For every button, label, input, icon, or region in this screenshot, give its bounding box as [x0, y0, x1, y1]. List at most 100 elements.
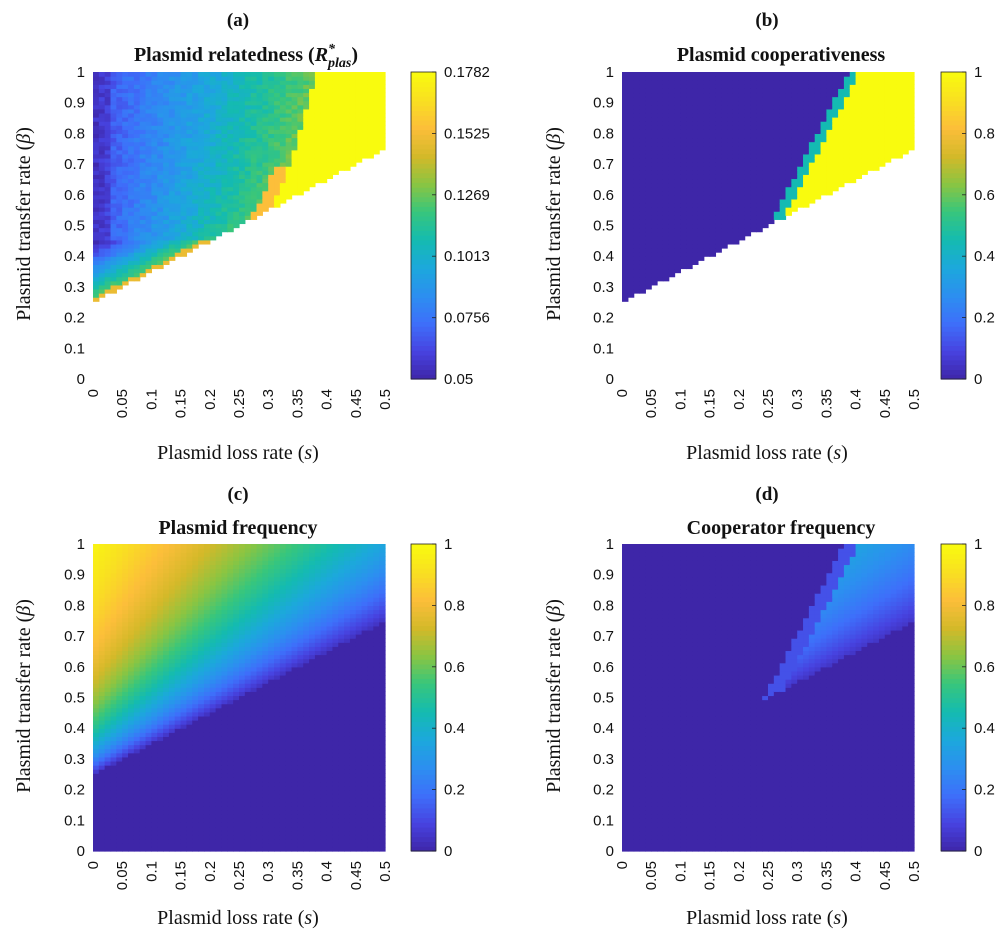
heatmap-cell [116, 810, 123, 815]
colorbar-segment [941, 95, 966, 102]
heatmap-cell [762, 166, 769, 171]
heatmap-cell [838, 88, 845, 94]
heatmap-cell [203, 182, 211, 188]
heatmap-cell [139, 186, 147, 192]
x-tick-label: 0 [85, 389, 102, 397]
heatmap-cell [803, 174, 810, 180]
heatmap-cell [239, 141, 246, 147]
heatmap-cell [908, 108, 915, 114]
heatmap-cell [727, 125, 734, 130]
heatmap-cell [110, 834, 117, 840]
heatmap-cell [686, 166, 693, 171]
heatmap-cell [163, 625, 170, 631]
heatmap-cell [139, 720, 147, 725]
heatmap-cell [727, 239, 734, 245]
heatmap-cell [168, 256, 176, 261]
heatmap-cell [309, 162, 316, 167]
heatmap-cell [227, 104, 234, 110]
heatmap-cell [843, 84, 851, 89]
heatmap-cell [151, 593, 158, 598]
heatmap-cell [116, 760, 123, 766]
heatmap-cell [832, 145, 839, 151]
heatmap-cell [651, 108, 658, 114]
heatmap-cell [116, 157, 123, 163]
heatmap-cell [896, 153, 903, 159]
heatmap-cell [332, 76, 339, 81]
heatmap-cell [744, 227, 752, 233]
heatmap-cell [93, 830, 100, 836]
heatmap-cell [163, 621, 170, 627]
heatmap-cell [692, 202, 699, 208]
heatmap-cell [692, 211, 699, 216]
heatmap-cell [133, 601, 141, 606]
heatmap-cell [727, 227, 734, 233]
heatmap-cell [680, 72, 687, 77]
heatmap-cell [221, 112, 228, 118]
heatmap-cell [174, 182, 182, 188]
heatmap-cell [297, 149, 304, 155]
heatmap-cell [303, 145, 310, 151]
heatmap-cell [873, 100, 880, 106]
heatmap-cell [797, 186, 804, 192]
heatmap-cell [192, 84, 199, 89]
heatmap-cell [151, 584, 158, 590]
heatmap-cell [814, 178, 822, 184]
heatmap-cell [320, 153, 328, 159]
heatmap-cell [174, 194, 182, 200]
heatmap-cell [139, 707, 147, 713]
heatmap-cell [139, 580, 147, 586]
heatmap-cell [762, 76, 769, 81]
heatmap-cell [128, 170, 135, 175]
colorbar-segment [411, 311, 436, 318]
heatmap-cell [145, 773, 152, 778]
heatmap-cell [209, 153, 217, 159]
heatmap-cell [355, 92, 363, 98]
heatmap-cell [198, 145, 205, 151]
colorbar-segment [941, 355, 966, 361]
heatmap-cell [797, 137, 804, 143]
heatmap-cell [291, 190, 298, 196]
heatmap-cell [762, 133, 769, 139]
heatmap-cell [738, 129, 746, 134]
heatmap-cell [122, 760, 129, 766]
heatmap-cell [93, 662, 100, 668]
heatmap-cell [244, 174, 252, 180]
heatmap-cell [332, 125, 339, 130]
heatmap-cell [133, 765, 141, 770]
heatmap-cell [227, 182, 234, 188]
heatmap-cell [750, 117, 757, 122]
heatmap-cell [151, 141, 158, 147]
heatmap-cell [820, 182, 827, 188]
heatmap-cell [93, 642, 100, 647]
heatmap-cell [303, 174, 310, 180]
heatmap-cell [627, 239, 635, 245]
heatmap-cell [651, 166, 658, 171]
heatmap-cell [157, 765, 164, 770]
heatmap-cell [268, 186, 275, 192]
heatmap-cell [715, 80, 722, 85]
heatmap-cell [680, 260, 687, 265]
heatmap-cell [674, 112, 681, 118]
heatmap-cell [174, 88, 182, 94]
heatmap-cell [215, 166, 223, 171]
heatmap-cell [274, 104, 281, 110]
y-tick-label: 0.3 [64, 279, 85, 296]
heatmap-cell [878, 133, 886, 139]
heatmap-cell [326, 141, 334, 147]
heatmap-cell [779, 211, 787, 216]
heatmap-cell [168, 715, 176, 721]
heatmap-cell [186, 121, 193, 126]
heatmap-cell [896, 145, 903, 151]
heatmap-cell [651, 256, 658, 261]
heatmap-cell [703, 108, 711, 114]
heatmap-cell [896, 149, 903, 155]
heatmap-cell [151, 76, 158, 81]
heatmap-cell [680, 112, 687, 118]
heatmap-cell [133, 793, 141, 799]
heatmap-cell [303, 186, 310, 192]
heatmap-cell [657, 182, 664, 188]
heatmap-cell [867, 162, 874, 167]
heatmap-cell [174, 186, 182, 192]
heatmap-cell [122, 194, 129, 200]
heatmap-cell [122, 822, 129, 828]
